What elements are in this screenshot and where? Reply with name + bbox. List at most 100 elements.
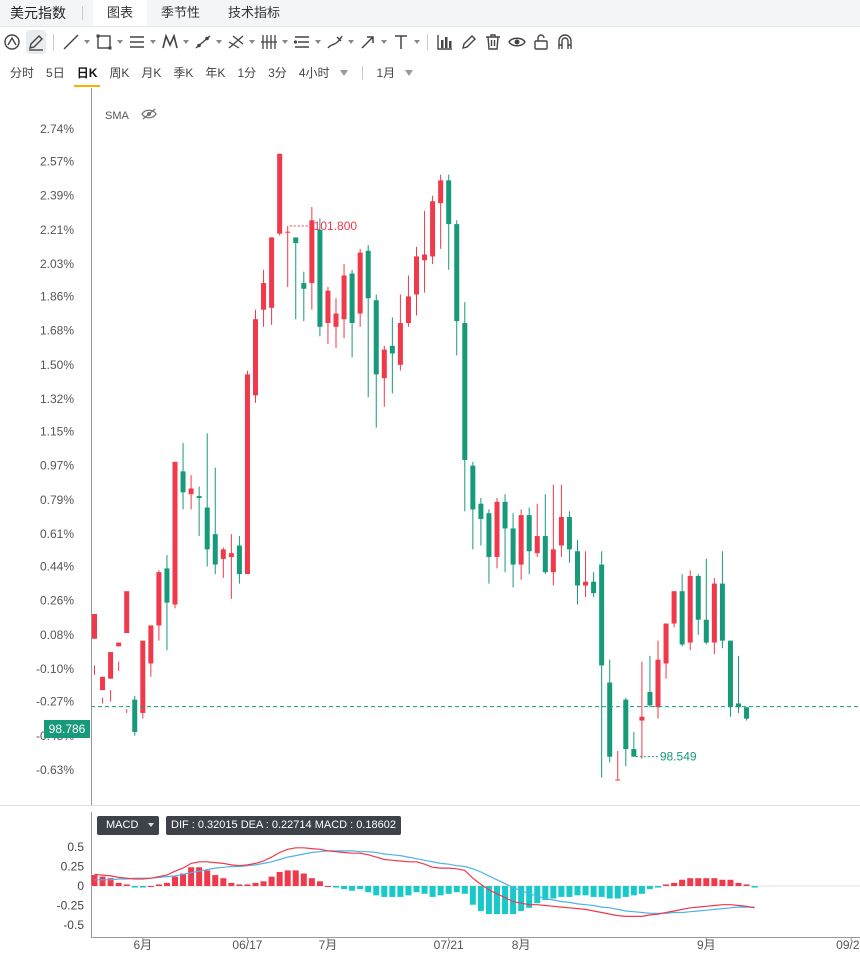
candle-body	[663, 623, 669, 664]
candle-body	[711, 583, 717, 643]
range-select[interactable]: 1月	[376, 66, 396, 80]
bar-chart-icon[interactable]	[435, 30, 455, 54]
candle-body	[671, 591, 677, 624]
candle-body	[116, 642, 122, 647]
text-icon[interactable]	[391, 30, 420, 54]
candle-body	[727, 640, 733, 708]
period-weekly[interactable]: 周K	[109, 66, 130, 80]
arrow-icon[interactable]	[358, 30, 387, 54]
candle-down	[510, 513, 516, 588]
candle-down	[293, 237, 299, 320]
crosshair-icon[interactable]	[2, 30, 22, 54]
candle-down	[631, 731, 637, 757]
macd-histogram-bar	[638, 886, 645, 894]
candle-body	[236, 545, 242, 575]
edit-icon[interactable]	[459, 30, 479, 54]
macd-histogram-bar	[622, 886, 629, 897]
macd-histogram-bar	[598, 886, 605, 897]
candle-body	[405, 296, 411, 324]
candle-body	[703, 619, 709, 643]
macd-histogram-bar	[147, 886, 154, 887]
macd-indicator-button[interactable]: MACD	[97, 816, 159, 835]
period-quarterly[interactable]: 季K	[173, 66, 194, 80]
pen-line-icon[interactable]	[193, 30, 222, 54]
candle-body	[430, 201, 436, 257]
period-intraday[interactable]: 分时	[10, 66, 35, 80]
eye-hidden-icon[interactable]	[141, 108, 157, 123]
period-monthly[interactable]: 月K	[141, 66, 162, 80]
candle-body	[695, 575, 701, 620]
period-1min[interactable]: 1分	[237, 66, 257, 80]
candle-body	[309, 220, 315, 284]
macd-axis-tick-label: -0.25	[57, 899, 85, 913]
period-3min[interactable]: 3分	[268, 66, 287, 80]
candle-down	[679, 574, 685, 647]
trash-icon[interactable]	[483, 30, 503, 54]
low-annotation-label: 98.549	[660, 750, 697, 764]
candle-up	[583, 551, 589, 597]
tab-technical-indicators[interactable]: 技术指标	[228, 5, 281, 20]
macd-histogram-bar	[510, 886, 517, 915]
macd-histogram-bar	[606, 886, 613, 899]
candle-down	[180, 442, 186, 510]
period-daily[interactable]: 日K	[71, 59, 104, 87]
tab-chart[interactable]: 图表	[93, 0, 148, 26]
tab-seasonality[interactable]: 季节性	[161, 5, 201, 20]
macd-histogram-bar	[550, 886, 557, 899]
candle-down	[744, 707, 750, 721]
lock-icon[interactable]	[531, 30, 551, 54]
period-bar: 分时 5日 日K 周K 月K 季K 年K 1分 3分 4小时 1月	[0, 58, 860, 88]
macd-histogram-bar	[566, 886, 573, 897]
macd-values: DIF : 0.32015 DEA : 0.22714 MACD : 0.186…	[166, 816, 402, 835]
candle-down	[301, 271, 307, 322]
macd-histogram-bar	[389, 886, 396, 897]
macd-histogram-bar	[188, 867, 195, 886]
line-icon[interactable]	[61, 30, 90, 54]
macd-histogram-bar	[236, 884, 243, 886]
ruler-icon[interactable]	[292, 30, 321, 54]
candle-body	[687, 575, 693, 643]
candle-body	[542, 536, 548, 573]
candlestick-chart[interactable]: 2.74% 2.57% 2.39% 2.21% 2.03% 1.86% 1.68% 1.50%…	[0, 88, 860, 955]
eye-icon[interactable]	[507, 30, 527, 54]
pencil-icon[interactable]	[26, 30, 46, 54]
pattern-icon[interactable]	[160, 30, 189, 54]
candle-down	[526, 507, 532, 575]
macd-axis-tick-label: -0.5	[63, 918, 84, 932]
candle-up	[269, 237, 275, 325]
rectangle-icon[interactable]	[94, 30, 123, 54]
macd-histogram-bar	[260, 881, 267, 886]
period-yearly[interactable]: 年K	[205, 66, 226, 80]
candle-body	[293, 237, 299, 244]
parallel-lines-icon[interactable]	[127, 30, 156, 54]
candle-body	[550, 549, 556, 573]
price-axis-tick-label: 0.79%	[40, 493, 74, 507]
candle-body	[357, 252, 363, 314]
candle-up	[357, 248, 363, 327]
candle-body	[639, 716, 645, 721]
macd-histogram-bar	[333, 886, 339, 888]
candle-up	[558, 484, 564, 557]
price-axis-tick-label: 1.15%	[40, 424, 74, 438]
fibonacci-icon[interactable]	[226, 30, 255, 54]
macd-histogram-bar	[341, 886, 348, 890]
candle-down	[575, 539, 580, 605]
brush-icon[interactable]	[325, 30, 354, 54]
candle-down	[719, 551, 725, 649]
period-5day[interactable]: 5日	[46, 66, 65, 80]
magnet-icon[interactable]	[555, 30, 575, 54]
period-more-dropdown-icon[interactable]	[339, 70, 348, 76]
bars-icon[interactable]	[259, 30, 288, 54]
candle-body	[389, 345, 395, 354]
macd-histogram-bar	[614, 886, 621, 899]
candle-up	[405, 275, 411, 327]
candle-up	[277, 153, 283, 236]
candle-down	[446, 174, 452, 270]
range-dropdown-icon[interactable]	[405, 70, 414, 76]
dea-line	[94, 850, 755, 914]
period-4hour[interactable]: 4小时	[298, 66, 330, 80]
macd-histogram-bar	[558, 886, 565, 897]
candle-body	[534, 536, 540, 554]
candle-body	[623, 699, 629, 750]
candle-up	[422, 210, 428, 293]
